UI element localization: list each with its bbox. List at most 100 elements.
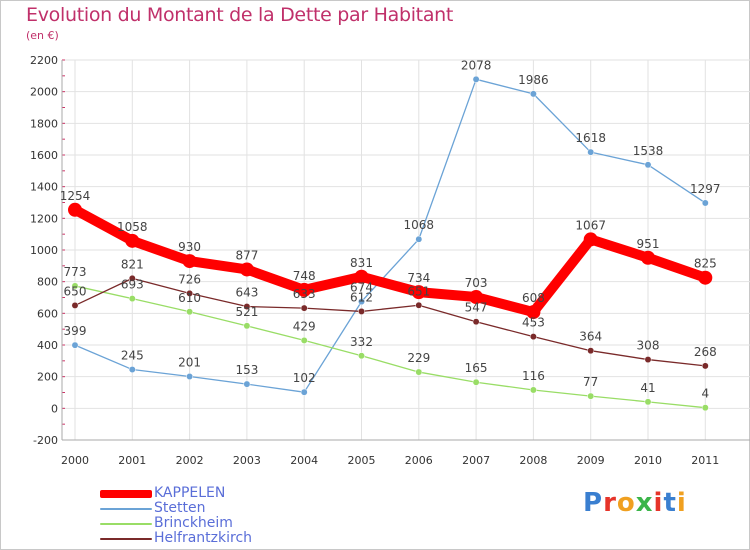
data-point bbox=[297, 282, 312, 297]
data-label: 2078 bbox=[461, 58, 492, 72]
data-label: 308 bbox=[637, 339, 660, 353]
data-label: 643 bbox=[235, 286, 258, 300]
data-label: 612 bbox=[350, 290, 373, 304]
x-tick-label: 2008 bbox=[519, 454, 547, 467]
data-point bbox=[300, 304, 308, 312]
data-label: 429 bbox=[293, 319, 316, 333]
x-tick-label: 2007 bbox=[462, 454, 490, 467]
data-label: 332 bbox=[350, 335, 373, 349]
data-point bbox=[243, 322, 251, 330]
data-label: 153 bbox=[235, 363, 258, 377]
data-point bbox=[701, 362, 709, 370]
y-tick-label: 1200 bbox=[30, 212, 58, 225]
data-point bbox=[358, 307, 365, 315]
data-point bbox=[415, 301, 423, 309]
data-point bbox=[300, 336, 308, 344]
series-line-brinckheim bbox=[74, 285, 706, 409]
logo-letter: o bbox=[616, 488, 636, 518]
data-point bbox=[698, 270, 713, 285]
data-label: 831 bbox=[350, 256, 373, 270]
data-label: 453 bbox=[522, 316, 545, 330]
data-point bbox=[128, 295, 136, 303]
data-label: 1067 bbox=[575, 218, 606, 232]
x-tick-label: 2005 bbox=[348, 454, 376, 467]
legend-swatch bbox=[100, 490, 152, 498]
logo-letter: i bbox=[653, 488, 664, 518]
legend-swatch bbox=[100, 508, 152, 510]
data-point bbox=[529, 386, 537, 394]
data-label: 399 bbox=[64, 324, 87, 338]
logo-letter: i bbox=[676, 488, 687, 518]
data-label: 650 bbox=[64, 284, 87, 298]
data-point bbox=[243, 380, 251, 388]
data-point bbox=[411, 285, 426, 300]
data-label: 773 bbox=[64, 265, 87, 279]
data-point bbox=[125, 233, 140, 248]
data-label: 547 bbox=[465, 301, 488, 315]
data-label: 1068 bbox=[404, 218, 435, 232]
data-point bbox=[587, 347, 595, 355]
logo-letter: x bbox=[635, 488, 654, 518]
series-line-helfrantzkirch bbox=[74, 277, 706, 367]
y-tick-label: 1000 bbox=[30, 244, 58, 257]
x-tick-label: 2001 bbox=[118, 454, 146, 467]
legend-label: Stetten bbox=[154, 500, 206, 516]
legend-label: Brinckheim bbox=[154, 515, 233, 531]
data-label: 726 bbox=[178, 272, 201, 286]
data-point bbox=[469, 290, 484, 305]
data-point bbox=[472, 318, 480, 326]
data-label: 116 bbox=[522, 369, 545, 383]
data-point bbox=[186, 373, 194, 380]
data-point bbox=[239, 262, 254, 277]
y-tick-label: 600 bbox=[37, 307, 58, 320]
y-tick-label: 1400 bbox=[30, 181, 58, 194]
legend-swatch bbox=[100, 538, 152, 540]
data-label: 245 bbox=[121, 349, 144, 363]
data-point bbox=[587, 392, 595, 400]
data-label: 1618 bbox=[575, 131, 606, 145]
y-tick-label: 0 bbox=[51, 402, 58, 415]
legend-swatch bbox=[100, 523, 152, 525]
data-label: 674 bbox=[350, 281, 373, 295]
data-label: 610 bbox=[178, 291, 201, 305]
x-tick-label: 2002 bbox=[176, 454, 204, 467]
series-line-kappelen bbox=[70, 204, 711, 318]
data-point bbox=[472, 75, 480, 83]
data-label: 1254 bbox=[60, 189, 91, 203]
data-point bbox=[68, 202, 82, 217]
x-tick-label: 2000 bbox=[61, 454, 89, 467]
data-point bbox=[186, 308, 194, 316]
x-tick-label: 2009 bbox=[577, 454, 605, 467]
legend-label: KAPPELEN bbox=[154, 485, 226, 501]
data-label: 364 bbox=[579, 330, 602, 344]
data-label: 748 bbox=[293, 269, 316, 283]
data-point bbox=[526, 305, 541, 320]
y-tick-label: 400 bbox=[37, 339, 58, 352]
data-label: 825 bbox=[694, 257, 717, 271]
data-point bbox=[243, 303, 251, 310]
data-label: 734 bbox=[407, 271, 430, 285]
data-label: 930 bbox=[178, 240, 201, 254]
data-point bbox=[529, 333, 537, 341]
data-label: 41 bbox=[640, 381, 655, 395]
data-label: 1538 bbox=[633, 144, 664, 158]
data-point bbox=[583, 232, 598, 247]
data-label: 633 bbox=[293, 287, 316, 301]
data-point bbox=[701, 404, 709, 412]
data-point bbox=[641, 250, 655, 265]
y-tick-label: 2000 bbox=[30, 86, 58, 99]
data-point bbox=[644, 356, 652, 364]
legend-label: Helfrantzkirch bbox=[154, 530, 253, 546]
data-label: 1986 bbox=[518, 73, 549, 87]
chart-title: Evolution du Montant de la Dette par Hab… bbox=[26, 4, 454, 26]
data-point bbox=[128, 366, 136, 373]
data-point bbox=[300, 388, 308, 396]
data-label: 608 bbox=[522, 291, 545, 305]
y-tick-label: -200 bbox=[33, 434, 58, 447]
logo-letter: P bbox=[583, 488, 604, 518]
x-tick-label: 2004 bbox=[290, 454, 318, 467]
y-tick-label: 800 bbox=[37, 276, 58, 289]
data-point bbox=[415, 235, 423, 243]
data-point bbox=[182, 254, 197, 269]
